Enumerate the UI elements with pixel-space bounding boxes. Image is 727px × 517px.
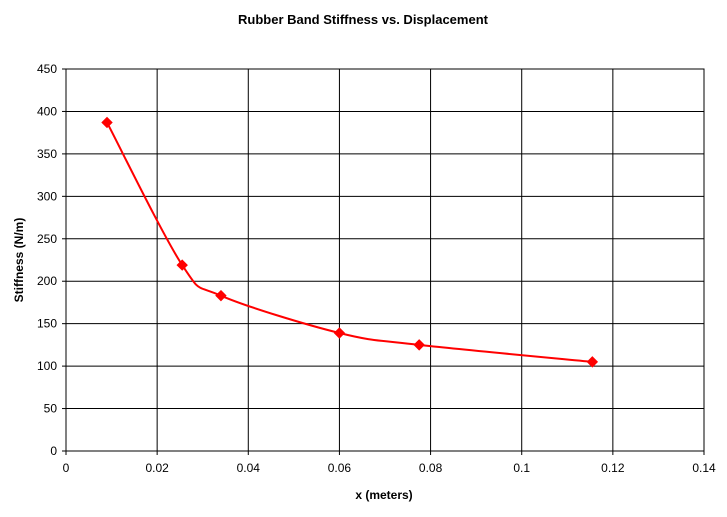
y-tick-label: 300 bbox=[37, 189, 57, 203]
x-tick-label: 0.1 bbox=[513, 461, 530, 475]
data-point-marker bbox=[413, 339, 425, 351]
y-tick-label: 50 bbox=[44, 402, 58, 416]
data-point-marker bbox=[586, 356, 599, 368]
y-axis: 0 50 100 150 200 250 300 350 400 450 bbox=[37, 62, 66, 458]
y-tick-label: 200 bbox=[37, 274, 57, 288]
x-axis-label: x (meters) bbox=[355, 488, 412, 502]
y-tick-label: 150 bbox=[37, 317, 57, 331]
x-axis: 0 0.02 0.04 0.06 0.08 0.1 0.12 0.14 bbox=[63, 451, 716, 475]
data-point-marker bbox=[333, 327, 346, 339]
y-tick-label: 100 bbox=[37, 359, 57, 373]
series-markers bbox=[101, 116, 599, 368]
data-point-marker bbox=[215, 289, 227, 302]
chart-title: Rubber Band Stiffness vs. Displacement bbox=[238, 12, 489, 27]
y-tick-label: 250 bbox=[37, 232, 57, 246]
grid bbox=[66, 69, 704, 451]
x-tick-label: 0.02 bbox=[145, 461, 169, 475]
x-tick-label: 0.12 bbox=[601, 461, 625, 475]
series-line bbox=[106, 122, 593, 363]
x-tick-label: 0.08 bbox=[419, 461, 443, 475]
x-tick-label: 0.04 bbox=[237, 461, 261, 475]
x-tick-label: 0.06 bbox=[328, 461, 352, 475]
data-point-marker bbox=[101, 116, 113, 129]
y-tick-label: 450 bbox=[37, 62, 57, 76]
x-tick-label: 0 bbox=[63, 461, 70, 475]
x-tick-label: 0.14 bbox=[692, 461, 716, 475]
data-point-marker bbox=[176, 259, 188, 271]
y-tick-label: 0 bbox=[50, 444, 57, 458]
y-tick-label: 350 bbox=[37, 147, 57, 161]
plot-area bbox=[65, 68, 705, 452]
y-tick-label: 400 bbox=[37, 104, 57, 118]
y-axis-label: Stiffness (N/m) bbox=[12, 218, 26, 303]
